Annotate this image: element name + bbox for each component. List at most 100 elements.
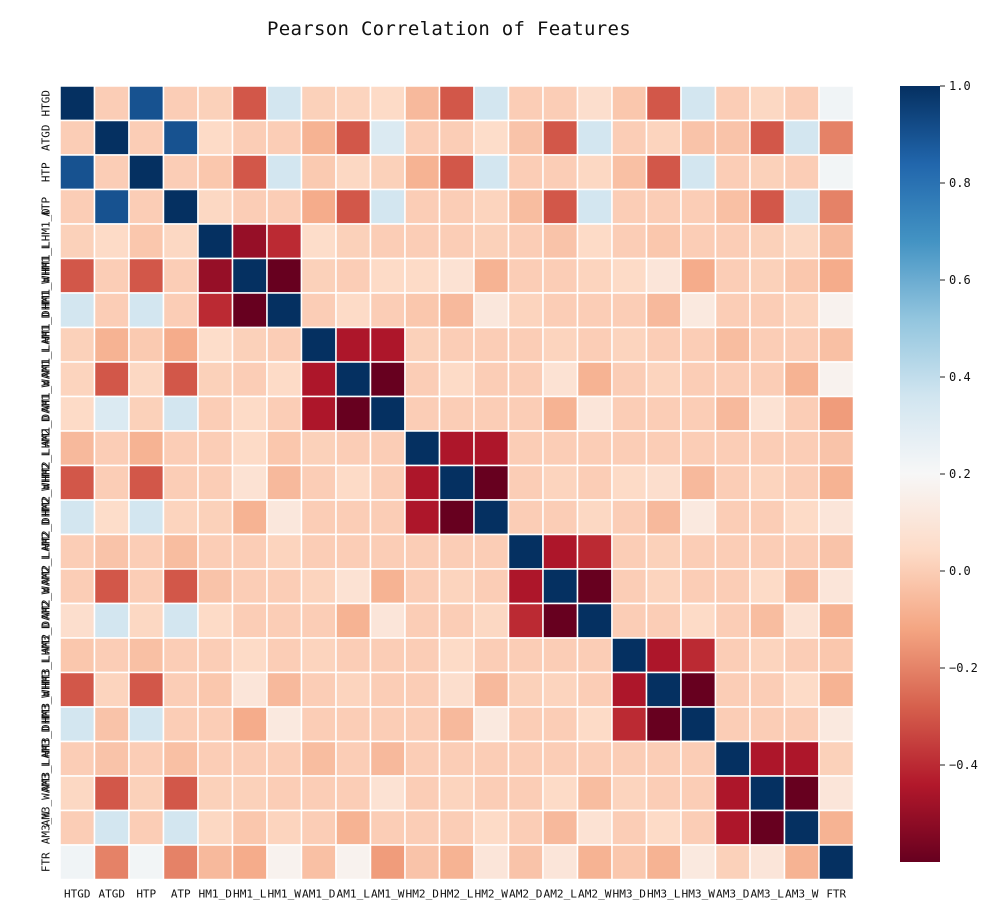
heatmap-cell (404, 499, 441, 536)
heatmap-cell (231, 85, 268, 122)
heatmap-cell (714, 533, 751, 570)
heatmap-cell (93, 154, 130, 191)
heatmap-cell (128, 188, 165, 225)
row-tick-label: AM3_LAM3_D (40, 726, 53, 792)
heatmap-cell (59, 361, 96, 398)
row-tick-label: HM3_WHM3_L (40, 656, 53, 722)
heatmap-cell (197, 637, 234, 674)
heatmap-cell (438, 395, 475, 432)
heatmap-cell (59, 533, 96, 570)
heatmap-cell (93, 499, 130, 536)
heatmap-cell (542, 637, 579, 674)
heatmap-cell (645, 775, 682, 812)
heatmap-cell (749, 499, 786, 536)
heatmap-cell (335, 499, 372, 536)
colorbar-tick-label: 1.0 (949, 79, 971, 93)
heatmap-cell (645, 533, 682, 570)
heatmap-cell (197, 671, 234, 708)
heatmap-cell (576, 602, 613, 639)
col-tick-label: HM1_L (233, 888, 267, 901)
heatmap-cell (369, 154, 406, 191)
heatmap-cell (335, 602, 372, 639)
heatmap-cell (645, 464, 682, 501)
heatmap-cell (818, 223, 855, 260)
heatmap-cell (473, 395, 510, 432)
heatmap-cell (93, 292, 130, 329)
heatmap-cell (59, 292, 96, 329)
heatmap-cell (680, 464, 717, 501)
heatmap-cell (369, 499, 406, 536)
heatmap-cell (576, 119, 613, 156)
heatmap-cell (231, 671, 268, 708)
heatmap-cell (231, 706, 268, 743)
heatmap-cell (404, 809, 441, 846)
heatmap-cell (714, 292, 751, 329)
heatmap-cell (818, 775, 855, 812)
heatmap-cell (542, 844, 579, 881)
heatmap-cell (93, 775, 130, 812)
heatmap-cell (749, 430, 786, 467)
heatmap-cell (404, 119, 441, 156)
heatmap-cell (93, 257, 130, 294)
heatmap-cell (59, 326, 96, 363)
heatmap-cell (162, 292, 199, 329)
heatmap-cell (197, 568, 234, 605)
heatmap-cell (335, 637, 372, 674)
heatmap-cell (162, 499, 199, 536)
heatmap-cell (266, 602, 303, 639)
heatmap-cells (59, 85, 855, 881)
heatmap-cell (404, 706, 441, 743)
heatmap-cell (611, 602, 648, 639)
heatmap-cell (542, 361, 579, 398)
heatmap-cell (680, 637, 717, 674)
heatmap-cell (473, 119, 510, 156)
heatmap-cell (542, 292, 579, 329)
heatmap-cell (438, 809, 475, 846)
heatmap-cell (369, 292, 406, 329)
heatmap-cell (231, 602, 268, 639)
heatmap-cell (266, 775, 303, 812)
heatmap-cell (266, 568, 303, 605)
heatmap-cell (59, 257, 96, 294)
heatmap-cell (300, 154, 337, 191)
heatmap-cell (300, 119, 337, 156)
heatmap-cell (611, 464, 648, 501)
heatmap-cell (473, 637, 510, 674)
heatmap-cell (749, 464, 786, 501)
heatmap-cell (680, 395, 717, 432)
heatmap-cell (438, 154, 475, 191)
heatmap-cell (680, 257, 717, 294)
heatmap-cell (197, 775, 234, 812)
heatmap-cell (404, 740, 441, 777)
heatmap-cell (473, 464, 510, 501)
heatmap-cell (576, 568, 613, 605)
heatmap-cell (59, 844, 96, 881)
heatmap-cell (369, 809, 406, 846)
heatmap-cell (404, 188, 441, 225)
heatmap-cell (714, 223, 751, 260)
heatmap-cell (93, 395, 130, 432)
heatmap-cell (507, 809, 544, 846)
heatmap-cell (714, 395, 751, 432)
heatmap-cell (818, 430, 855, 467)
heatmap-cell (300, 706, 337, 743)
heatmap-cell (576, 499, 613, 536)
heatmap-cell (438, 568, 475, 605)
heatmap-cell (611, 326, 648, 363)
heatmap-cell (128, 119, 165, 156)
heatmap-cell (645, 326, 682, 363)
heatmap-cell (128, 775, 165, 812)
heatmap-cell (714, 844, 751, 881)
heatmap-cell (404, 257, 441, 294)
heatmap-cell (714, 257, 751, 294)
heatmap-cell (818, 464, 855, 501)
heatmap-cell (576, 326, 613, 363)
heatmap-cell (404, 395, 441, 432)
heatmap-cell (783, 188, 820, 225)
col-tick-label: HTGD (64, 888, 91, 901)
heatmap-cell (818, 292, 855, 329)
heatmap-cell (128, 85, 165, 122)
heatmap-cell (473, 223, 510, 260)
heatmap-cell (93, 430, 130, 467)
heatmap-cell (611, 85, 648, 122)
